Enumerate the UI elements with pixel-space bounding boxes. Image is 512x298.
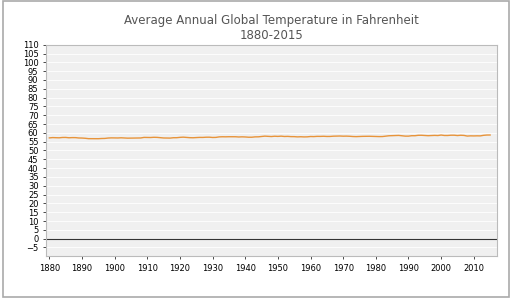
Title: Average Annual Global Temperature in Fahrenheit
1880-2015: Average Annual Global Temperature in Fah… [124,14,419,42]
